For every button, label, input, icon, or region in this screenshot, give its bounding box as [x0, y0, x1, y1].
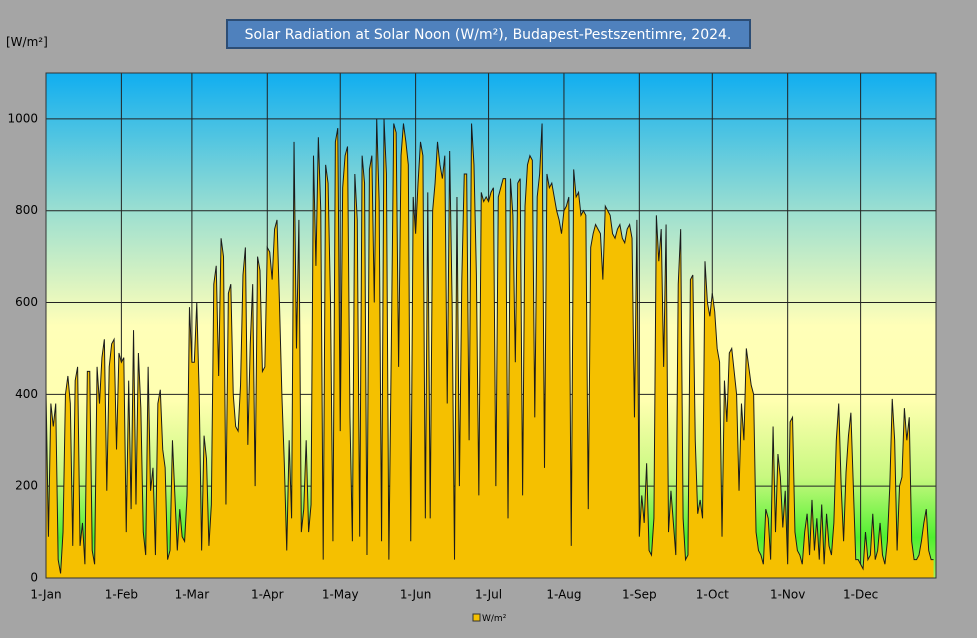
y-tick-label: 600: [15, 295, 38, 309]
y-tick-label: 400: [15, 387, 38, 401]
y-axis-label: [W/m²]: [6, 35, 48, 49]
y-tick-label: 800: [15, 203, 38, 217]
x-tick-label: 1-Apr: [251, 588, 284, 602]
area: [46, 118, 934, 578]
plot-border: [45, 72, 937, 579]
x-tick-label: 1-Jun: [400, 588, 431, 602]
y-tick-label: 1000: [7, 111, 38, 125]
legend-swatch: [472, 613, 481, 622]
x-tick-label: 1-Mar: [175, 588, 210, 602]
x-tick-label: 1-Jan: [30, 588, 61, 602]
chart-title: Solar Radiation at Solar Noon (W/m²), Bu…: [245, 27, 732, 43]
x-tick-label: 1-Jul: [475, 588, 502, 602]
x-tick-label: 1-Oct: [696, 588, 729, 602]
x-tick-label: 1-Dec: [843, 588, 878, 602]
legend-label: W/m²: [482, 614, 507, 624]
x-tick-label: 1-Aug: [546, 588, 581, 602]
x-tick-label: 1-Feb: [105, 588, 138, 602]
x-tick-label: 1-May: [322, 588, 359, 602]
y-tick-label: 200: [15, 479, 38, 493]
x-tick-label: 1-Nov: [770, 588, 805, 602]
title-box: [226, 19, 751, 49]
line: [45, 118, 934, 574]
x-tick-label: 1-Sep: [622, 588, 657, 602]
y-tick-label: 0: [30, 571, 38, 585]
